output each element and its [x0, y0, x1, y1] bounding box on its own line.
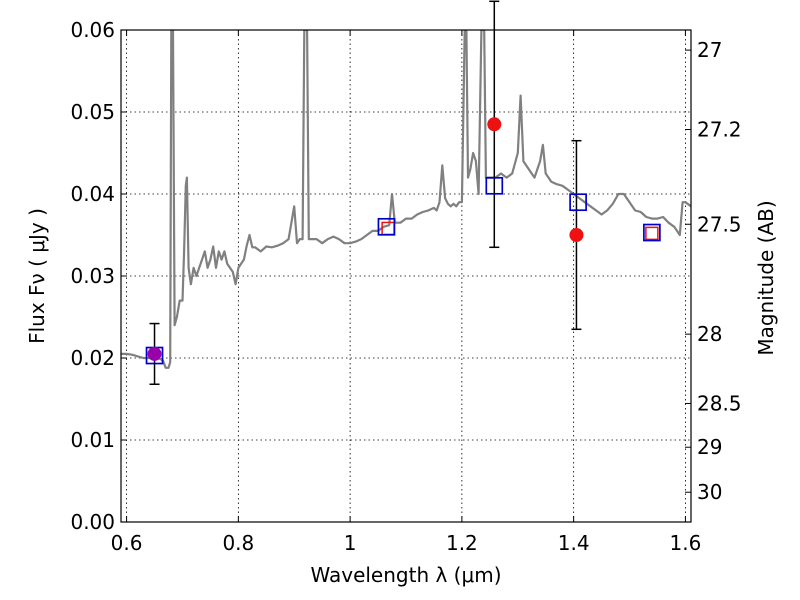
- y2-axis-title: Magnitude (AB): [754, 200, 778, 355]
- y-tick-label: 0.06: [70, 18, 115, 42]
- observed-point: [147, 346, 162, 361]
- data-layer: [121, 30, 691, 369]
- upper-limit-marker: [645, 226, 659, 241]
- marker-layer: [145, 0, 661, 385]
- y-tick-label: 0.05: [70, 100, 115, 124]
- model-photometry-marker: [485, 176, 504, 195]
- mag-tick-label: 30: [697, 480, 722, 504]
- mag-tick-label: 27: [697, 38, 722, 62]
- mag-tick-label: 29: [697, 435, 722, 459]
- x-tick-label: 1: [344, 531, 357, 555]
- mag-tick-label: 27.2: [697, 117, 742, 141]
- model-spectrum-line: [121, 30, 691, 369]
- y-tick-label: 0.01: [70, 428, 115, 452]
- model-photometry-marker: [569, 193, 587, 212]
- x-tick-label: 0.8: [222, 531, 254, 555]
- y-tick-label: 0.04: [70, 182, 115, 206]
- model-photometry-marker: [643, 223, 661, 242]
- x-axis-title: Wavelength λ (μm): [310, 563, 501, 587]
- model-photometry-marker: [377, 217, 396, 236]
- x-tick-label: 1.4: [558, 531, 590, 555]
- ticks: 0.6 0.8 1 1.2 1.4 1.6 0.00 0.01 0.02 0.03 0.04 0.05…: [70, 18, 741, 555]
- x-tick-label: 0.6: [111, 531, 143, 555]
- observed-point: [487, 117, 502, 132]
- y-tick-label: 0.02: [70, 346, 115, 370]
- mag-tick-label: 28.5: [697, 391, 742, 415]
- y-axis-title: Flux Fν ( μJy ): [25, 208, 49, 344]
- x-tick-label: 1.6: [670, 531, 702, 555]
- mag-tick-label: 27.5: [697, 212, 742, 236]
- y-tick-label: 0.00: [70, 510, 115, 534]
- x-tick-label: 1.2: [446, 531, 478, 555]
- y-tick-label: 0.03: [70, 264, 115, 288]
- observed-point: [569, 228, 584, 242]
- mag-tick-label: 28: [697, 322, 722, 346]
